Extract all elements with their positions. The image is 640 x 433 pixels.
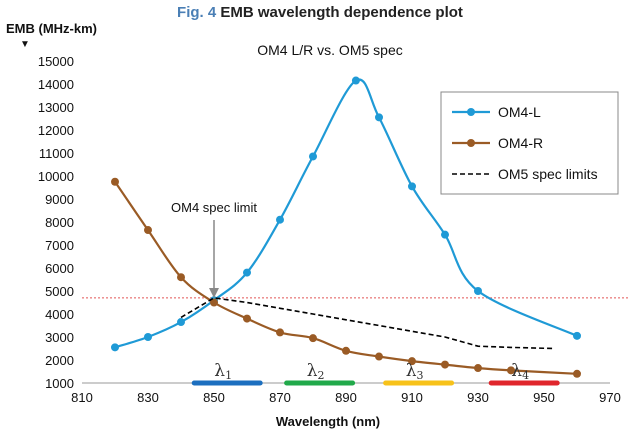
y-tick-label: 7000 <box>45 238 74 253</box>
y-axis-marker-icon: ▼ <box>20 39 30 50</box>
data-point-om4-l <box>408 182 416 191</box>
data-point-om4-l <box>474 287 482 295</box>
y-tick-label: 3000 <box>45 330 74 345</box>
x-tick-label: 930 <box>467 390 489 405</box>
wavelength-bands: λ1 λ2 λ3 λ4 <box>191 361 560 386</box>
y-tick-label: 9000 <box>45 192 74 207</box>
data-point-om4-l <box>441 230 449 239</box>
legend-label-om4-l: OM4-L <box>498 104 541 120</box>
legend-marker-om4-l <box>467 108 475 116</box>
figure-title: Fig. 4 EMB wavelength dependence plot <box>0 4 640 21</box>
y-tick-label: 12000 <box>38 123 74 138</box>
data-point-om4-l <box>177 318 185 327</box>
x-tick-label: 850 <box>203 390 225 405</box>
data-point-om4-l <box>111 343 119 352</box>
x-tick-label: 870 <box>269 390 291 405</box>
data-point-om4-r <box>276 328 284 337</box>
y-tick-label: 13000 <box>38 100 74 115</box>
data-point-om4-r <box>408 357 416 366</box>
y-tick-label: 2000 <box>45 353 74 368</box>
y-tick-label: 15000 <box>38 54 74 69</box>
wavelength-band-subscript: 4 <box>522 369 529 382</box>
y-axis-title: EMB (MHz-km) <box>6 21 97 36</box>
wavelength-band-label-1: λ1 <box>214 361 232 382</box>
data-point-om4-r <box>375 352 383 361</box>
data-point-om4-r <box>177 273 185 282</box>
data-point-om4-r <box>573 369 581 378</box>
data-point-om4-r <box>474 364 482 373</box>
x-tick-label: 950 <box>533 390 555 405</box>
y-tick-label: 6000 <box>45 261 74 276</box>
wavelength-band-subscript: 2 <box>317 369 324 382</box>
tick-labels: 1000 2000 3000 4000 5000 6000 7000 8000 9000 1000… <box>38 54 621 405</box>
data-point-om4-l <box>309 152 317 161</box>
legend-marker-om4-r <box>467 139 475 147</box>
series-line-om5-spec-limits <box>180 297 554 350</box>
data-point-om4-l <box>375 113 383 122</box>
y-tick-label: 8000 <box>45 215 74 230</box>
annotation-label: OM4 spec limit <box>171 200 257 215</box>
data-point-om4-r <box>441 360 449 369</box>
annotation-layer: OM4 spec limit <box>171 200 257 299</box>
wavelength-band-subscript: 1 <box>225 369 232 382</box>
data-point-om4-l <box>351 76 360 85</box>
x-tick-label: 910 <box>401 390 423 405</box>
wavelength-band-label-4: λ4 <box>511 361 529 382</box>
x-axis-title: Wavelength (nm) <box>276 414 380 429</box>
legend-label-om4-r: OM4-R <box>498 135 543 151</box>
wavelength-band-subscript: 3 <box>416 369 423 382</box>
data-point-om4-r <box>309 334 317 343</box>
figure-caption: EMB wavelength dependence plot <box>220 4 463 21</box>
data-point-om4-r <box>111 177 119 186</box>
data-point-om4-r <box>144 226 152 235</box>
y-tick-label: 1000 <box>45 376 74 391</box>
wavelength-band-label-2: λ2 <box>307 361 325 382</box>
y-tick-label: 5000 <box>45 284 74 299</box>
y-tick-label: 14000 <box>38 77 74 92</box>
series-layer <box>111 76 581 378</box>
legend-label-om5-spec-limits: OM5 spec limits <box>498 166 598 182</box>
data-point-om4-l <box>276 215 284 224</box>
wavelength-band-label-3: λ3 <box>406 361 424 382</box>
y-tick-label: 4000 <box>45 307 74 322</box>
x-tick-label: 830 <box>137 390 159 405</box>
data-point-om4-r <box>210 298 218 307</box>
data-point-om4-l <box>243 268 251 277</box>
data-point-om4-l <box>573 331 581 340</box>
data-point-om4-r <box>507 366 515 375</box>
data-point-om4-r <box>342 346 350 355</box>
legend: OM4-L OM4-R OM5 spec limits <box>440 91 619 195</box>
annotation-arrow-head-icon <box>209 288 219 299</box>
data-point-om4-r <box>243 314 251 323</box>
y-tick-label: 11000 <box>39 146 74 161</box>
y-tick-label: 10000 <box>38 169 74 184</box>
x-tick-label: 970 <box>599 390 621 405</box>
chart-title: OM4 L/R vs. OM5 spec <box>257 42 402 58</box>
figure-number: Fig. 4 <box>177 4 217 21</box>
x-tick-label: 810 <box>71 390 93 405</box>
plot-area <box>82 297 630 384</box>
data-point-om4-l <box>144 333 152 341</box>
x-tick-label: 890 <box>335 390 357 405</box>
